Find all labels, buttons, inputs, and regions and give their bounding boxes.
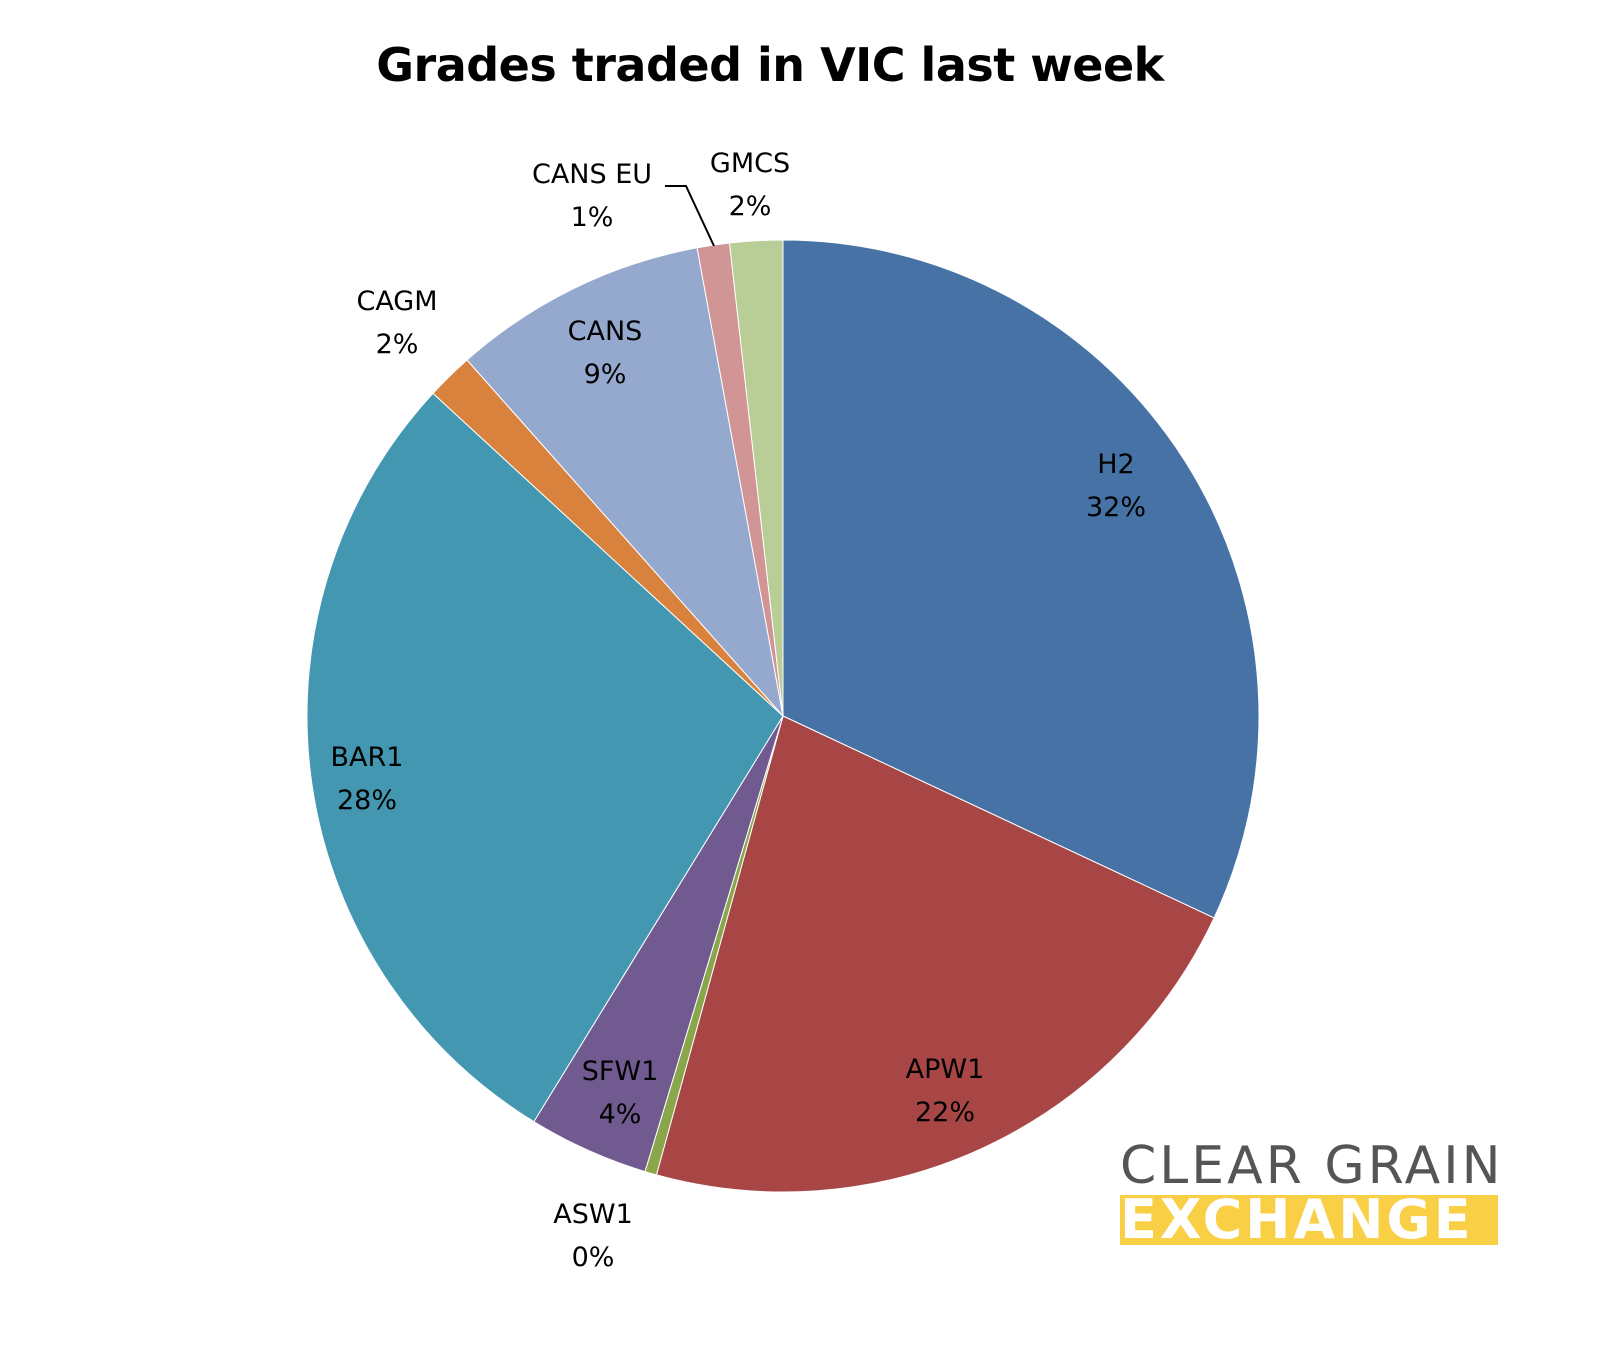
pie-slice-apw1 bbox=[655, 715, 1215, 1193]
pie-slice-h2 bbox=[782, 239, 1260, 919]
label-asw1: ASW1 0% bbox=[553, 1199, 633, 1273]
label-bar1: BAR1 28% bbox=[330, 742, 404, 816]
pie-slice-bar1 bbox=[306, 392, 784, 1123]
pie-slice-cans bbox=[466, 247, 784, 718]
label-cans-eu: CANS EU 1% bbox=[531, 159, 653, 233]
label-apw1: APW1 22% bbox=[905, 1054, 985, 1128]
label-h2: H2 32% bbox=[1085, 449, 1147, 523]
chart-title: Grades traded in VIC last week bbox=[376, 38, 1164, 92]
logo-exchange: EXCHANGE bbox=[1120, 1195, 1498, 1245]
label-sfw1: SFW1 4% bbox=[581, 1056, 659, 1130]
label-cagm: CAGM 2% bbox=[356, 286, 438, 360]
leader-line-cans-eu bbox=[665, 185, 715, 247]
label-cans: CANS 9% bbox=[567, 316, 643, 390]
label-gmcs: GMCS 2% bbox=[709, 148, 791, 222]
logo-clear-grain: CLEAR GRAIN bbox=[1120, 1136, 1504, 1196]
pie-slice-gmcs bbox=[728, 239, 784, 717]
